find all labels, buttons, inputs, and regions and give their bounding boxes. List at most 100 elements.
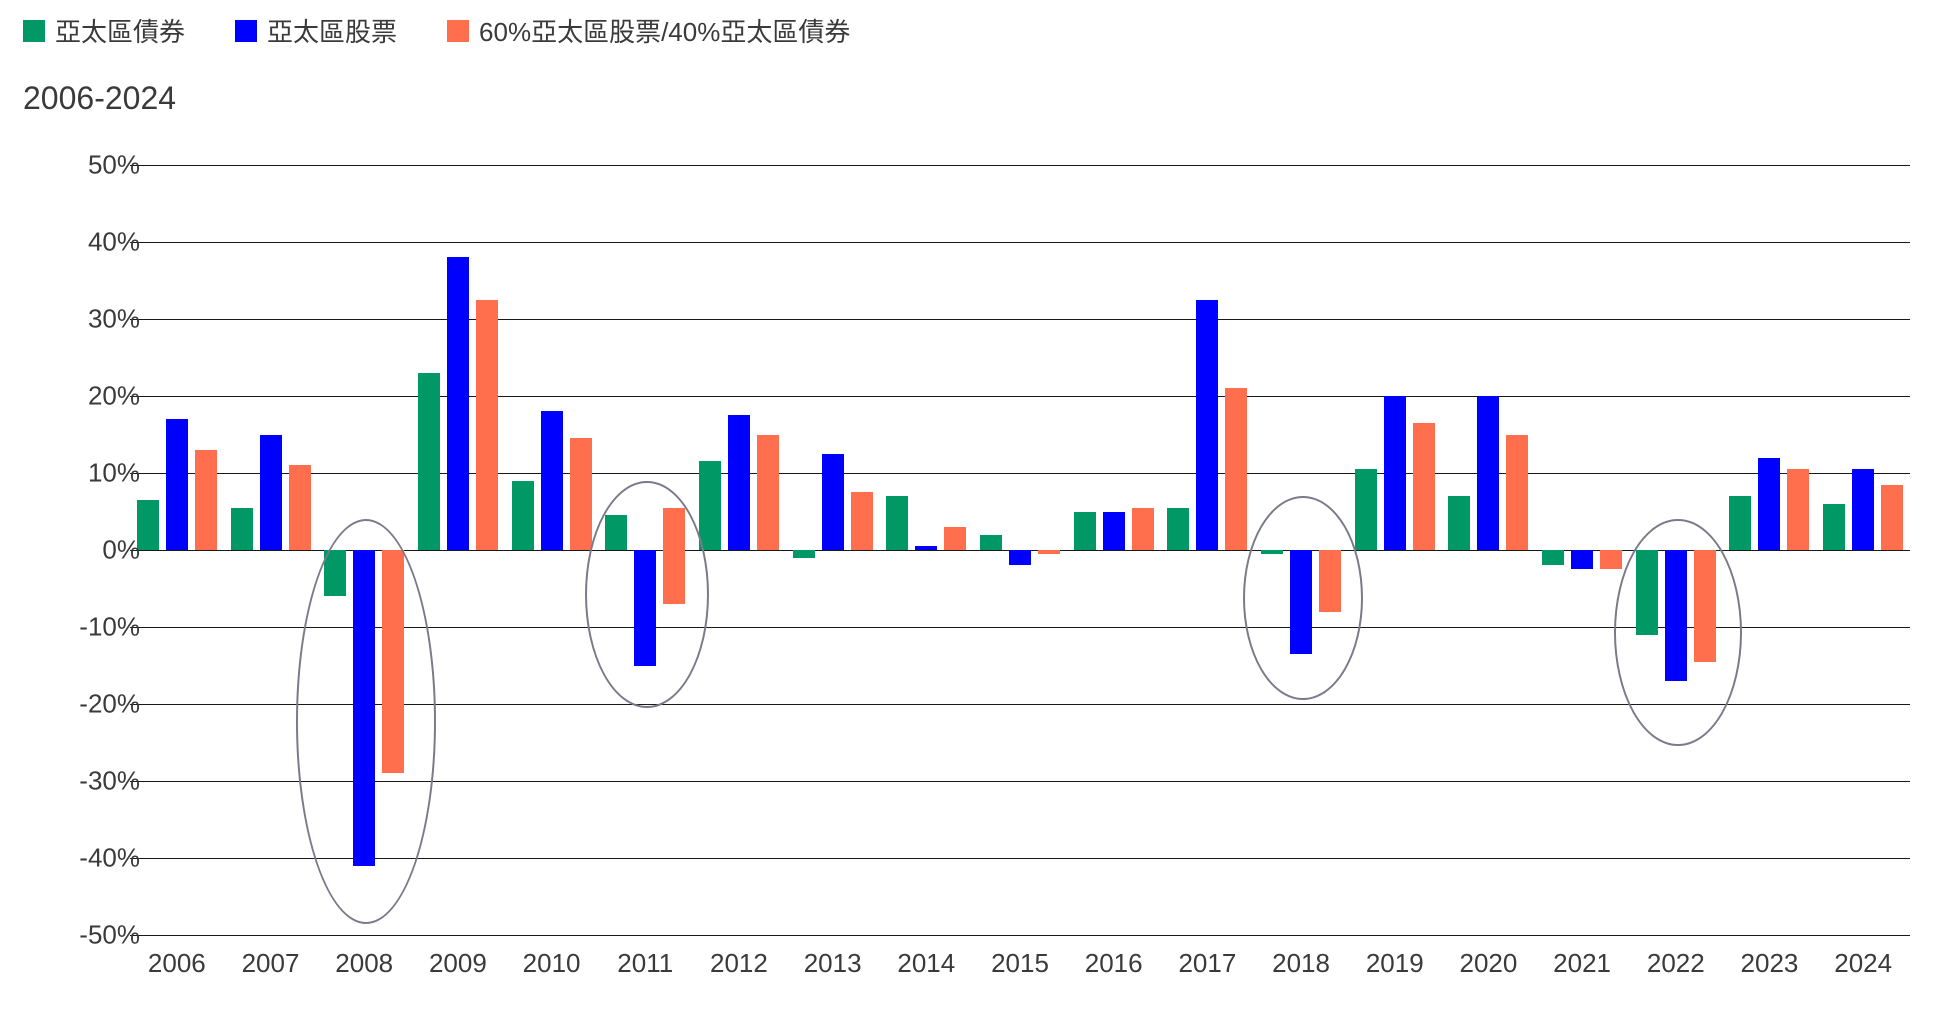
bar	[1009, 550, 1031, 565]
bar	[1038, 550, 1060, 554]
legend-item: 60%亞太區股票/40%亞太區債券	[447, 12, 850, 49]
bar	[634, 550, 656, 666]
y-axis-tick-label: -50%	[30, 920, 140, 951]
chart-subtitle: 2006-2024	[23, 80, 176, 117]
bar	[1384, 396, 1406, 550]
legend-label: 亞太區股票	[267, 12, 397, 49]
bar	[418, 373, 440, 550]
bar	[1261, 550, 1283, 554]
bar	[476, 300, 498, 550]
chart-container: { "chart": { "type": "bar", "subtitle": …	[0, 0, 1938, 1027]
legend: 亞太區債券 亞太區股票 60%亞太區股票/40%亞太區債券	[23, 12, 850, 49]
bar	[541, 411, 563, 550]
bar	[944, 527, 966, 550]
y-axis-tick-label: -10%	[30, 612, 140, 643]
y-axis-tick-label: 40%	[30, 227, 140, 258]
bar	[886, 496, 908, 550]
bar	[1823, 504, 1845, 550]
bar	[1355, 469, 1377, 550]
bar	[512, 481, 534, 550]
bar	[1225, 388, 1247, 550]
y-axis-tick-label: 0%	[30, 535, 140, 566]
x-axis-tick-label: 2021	[1553, 948, 1611, 979]
x-axis-tick-label: 2007	[242, 948, 300, 979]
bar	[195, 450, 217, 550]
bar	[1881, 485, 1903, 550]
bar	[1665, 550, 1687, 681]
bar	[1787, 469, 1809, 550]
gridline	[130, 242, 1910, 243]
bar	[1477, 396, 1499, 550]
bar	[1319, 550, 1341, 612]
gridline	[130, 935, 1910, 936]
bar	[793, 550, 815, 558]
x-axis-tick-label: 2009	[429, 948, 487, 979]
x-axis-tick-label: 2015	[991, 948, 1049, 979]
gridline	[130, 396, 1910, 397]
y-axis-tick-label: -40%	[30, 843, 140, 874]
bar	[605, 515, 627, 550]
x-axis-tick-label: 2006	[148, 948, 206, 979]
bar	[1506, 435, 1528, 551]
bar	[166, 419, 188, 550]
bar	[980, 535, 1002, 550]
bar	[663, 508, 685, 550]
y-axis-tick-label: -20%	[30, 689, 140, 720]
gridline	[130, 781, 1910, 782]
y-axis-tick-label: -30%	[30, 766, 140, 797]
bar	[757, 435, 779, 551]
plot-area	[130, 165, 1910, 935]
x-axis-tick-label: 2017	[1178, 948, 1236, 979]
bar	[1103, 512, 1125, 551]
y-axis-tick-label: 20%	[30, 381, 140, 412]
bar	[570, 438, 592, 550]
x-axis-tick-label: 2023	[1741, 948, 1799, 979]
legend-swatch	[447, 20, 469, 42]
bar	[1729, 496, 1751, 550]
x-axis-tick-label: 2010	[523, 948, 581, 979]
x-axis-tick-label: 2008	[335, 948, 393, 979]
bar	[1290, 550, 1312, 654]
legend-item: 亞太區債券	[23, 12, 185, 49]
y-axis-tick-label: 10%	[30, 458, 140, 489]
bar	[289, 465, 311, 550]
bar	[728, 415, 750, 550]
x-axis-tick-label: 2014	[897, 948, 955, 979]
x-axis-tick-label: 2011	[617, 948, 673, 979]
y-axis-tick-label: 50%	[30, 150, 140, 181]
bar	[1167, 508, 1189, 550]
gridline	[130, 473, 1910, 474]
bar	[1600, 550, 1622, 569]
bar	[1694, 550, 1716, 662]
bar	[1413, 423, 1435, 550]
legend-label: 60%亞太區股票/40%亞太區債券	[479, 12, 850, 49]
x-axis-tick-label: 2020	[1459, 948, 1517, 979]
bar	[1636, 550, 1658, 635]
bar	[324, 550, 346, 596]
bar	[1132, 508, 1154, 550]
gridline	[130, 319, 1910, 320]
bar	[260, 435, 282, 551]
gridline	[130, 165, 1910, 166]
bar	[663, 550, 685, 604]
bar	[1852, 469, 1874, 550]
bar	[382, 550, 404, 773]
bar	[699, 461, 721, 550]
legend-item: 亞太區股票	[235, 12, 397, 49]
bar	[447, 257, 469, 550]
legend-swatch	[235, 20, 257, 42]
legend-label: 亞太區債券	[55, 12, 185, 49]
bar	[1542, 550, 1564, 565]
x-axis-tick-label: 2019	[1366, 948, 1424, 979]
bar	[1571, 550, 1593, 569]
bar	[915, 546, 937, 550]
legend-swatch	[23, 20, 45, 42]
x-axis-tick-label: 2018	[1272, 948, 1330, 979]
bar	[1196, 300, 1218, 550]
bar	[137, 500, 159, 550]
x-axis-tick-label: 2016	[1085, 948, 1143, 979]
x-axis-tick-label: 2013	[804, 948, 862, 979]
bar	[231, 508, 253, 550]
bar	[1448, 496, 1470, 550]
bar	[822, 454, 844, 550]
